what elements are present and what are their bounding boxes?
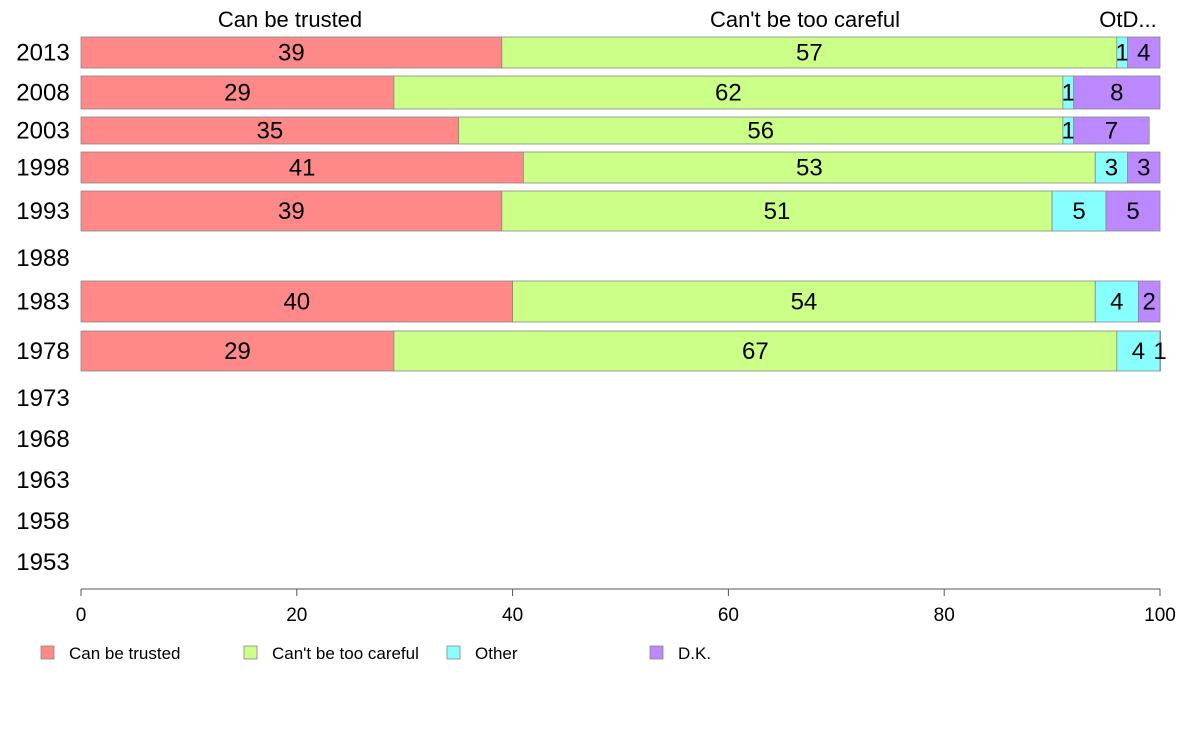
x-tick-label-0: 0	[76, 605, 87, 626]
bar-1983-2	[1094, 280, 1139, 323]
bar-label-2003-0: 35	[256, 118, 283, 145]
legend: Can be trusted Can't be too careful Other D…	[40, 644, 711, 663]
bar-1998-0	[80, 151, 524, 184]
bar-1978-2	[1116, 330, 1161, 372]
bar-2013-3	[1127, 36, 1161, 69]
x-tick-label-100: 100	[1144, 605, 1176, 626]
legend-swatch-2	[446, 645, 461, 660]
year-labels: 2013 2008 2003 1998 1993 1988 1983 1978 1973 1968…	[16, 40, 69, 577]
bar-2013-0	[80, 36, 503, 69]
bar-2013-1	[501, 36, 1118, 69]
bar-label-1978-3: 1	[1153, 338, 1166, 365]
x-tick-label-20: 20	[286, 605, 307, 626]
bar-1983-1	[512, 280, 1096, 323]
bar-label-1978-2: 4	[1132, 338, 1145, 365]
bar-1993-2	[1051, 190, 1107, 232]
year-label-1973: 1973	[16, 385, 69, 412]
x-tick-label-40: 40	[502, 605, 523, 626]
x-axis: 0 20 40 60 80 100	[76, 588, 1176, 626]
x-tick-label-80: 80	[934, 605, 955, 626]
year-label-2013: 2013	[16, 40, 69, 67]
year-label-1983: 1983	[16, 289, 69, 316]
bar-label-2013-3: 4	[1137, 40, 1150, 67]
legend-swatch-0	[40, 645, 55, 660]
bar-label-1978-0: 29	[224, 338, 251, 365]
bar-1983-0	[80, 280, 514, 323]
bar-1983-3	[1138, 280, 1161, 323]
bar-label-2003-1: 56	[747, 118, 774, 145]
bar-1998-1	[522, 151, 1096, 184]
bar-1998-3	[1127, 151, 1161, 184]
legend-label-0: Can be trusted	[69, 644, 181, 663]
bar-label-2008-0: 29	[224, 80, 251, 107]
year-label-2003: 2003	[16, 118, 69, 145]
legend-swatch-3	[649, 645, 664, 660]
x-tick-label-60: 60	[718, 605, 739, 626]
bar-label-1993-2: 5	[1072, 198, 1085, 225]
bar-label-2003-3: 7	[1105, 118, 1118, 145]
year-label-1958: 1958	[16, 508, 69, 535]
bar-1993-3	[1105, 190, 1161, 232]
year-label-1988: 1988	[16, 245, 69, 272]
bar-label-1993-1: 51	[764, 198, 791, 225]
bar-label-1998-0: 41	[289, 155, 316, 182]
column-header-0: Can be trusted	[218, 7, 362, 32]
year-label-1998: 1998	[16, 155, 69, 182]
year-label-1968: 1968	[16, 426, 69, 453]
bar-2003-0	[80, 116, 460, 145]
legend-swatch-1	[243, 645, 258, 660]
bar-1978-3	[1159, 330, 1161, 372]
bar-2008-1	[393, 75, 1064, 110]
legend-label-1: Can't be too careful	[272, 644, 419, 663]
bar-1978-0	[80, 330, 395, 372]
column-header-1: Can't be too careful	[710, 7, 900, 32]
year-label-2008: 2008	[16, 80, 69, 107]
bars: 39 57 1 429 62 1 835 56 1 741 53 3 339 51 5 540 54 4 229 67…	[80, 36, 1167, 372]
bar-label-1998-2: 3	[1105, 155, 1118, 182]
bar-label-1998-3: 3	[1137, 155, 1150, 182]
year-label-1978: 1978	[16, 338, 69, 365]
year-label-1953: 1953	[16, 549, 69, 576]
bar-label-1993-0: 39	[278, 198, 305, 225]
legend-label-2: Other	[475, 644, 518, 663]
bar-label-2008-3: 8	[1110, 80, 1123, 107]
bar-label-1993-3: 5	[1126, 198, 1139, 225]
bar-label-1998-1: 53	[796, 155, 823, 182]
bar-label-1978-1: 67	[742, 338, 769, 365]
bar-label-1983-0: 40	[283, 289, 310, 316]
column-header-2: OtD...	[1099, 7, 1156, 32]
bar-label-2013-0: 39	[278, 40, 305, 67]
bar-1978-1	[393, 330, 1118, 372]
bar-label-2013-2: 1	[1116, 40, 1129, 67]
legend-label-3: D.K.	[678, 644, 711, 663]
bar-2003-3	[1073, 116, 1150, 145]
year-label-1993: 1993	[16, 198, 69, 225]
bar-label-1983-2: 4	[1110, 289, 1123, 316]
bar-2003-1	[458, 116, 1064, 145]
bar-2008-3	[1073, 75, 1161, 110]
bar-label-1983-1: 54	[791, 289, 818, 316]
bar-1993-1	[501, 190, 1053, 232]
bar-label-2008-2: 1	[1062, 80, 1075, 107]
bar-label-1983-3: 2	[1143, 289, 1156, 316]
bar-label-2008-1: 62	[715, 80, 742, 107]
bar-label-2003-2: 1	[1062, 118, 1075, 145]
bar-1993-0	[80, 190, 503, 232]
bar-label-2013-1: 57	[796, 40, 823, 67]
column-headers: Can be trusted Can't be too careful OtD...	[218, 7, 1157, 32]
year-label-1963: 1963	[16, 467, 69, 494]
